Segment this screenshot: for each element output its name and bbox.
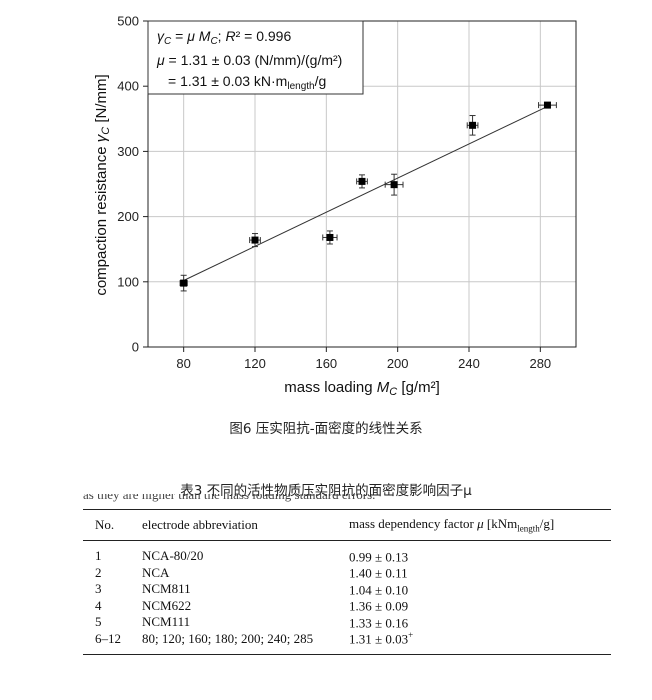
legend-box: γC = μ MC; R² = 0.996 μ = 1.31 ± 0.03 (N… [147,20,364,95]
legend-frame [147,20,364,95]
fit-line [183,105,548,281]
row-abbreviation: NCM622 [142,597,192,613]
table-row: 3 NCM811 1.04 ± 0.10 [83,581,611,598]
y-tick-label: 0 [132,340,139,355]
data-point [390,181,398,189]
table-row: 2 NCA 1.40 ± 0.11 [83,565,611,582]
x-axis-label: mass loading MC [g/m²] [284,379,440,398]
x-tick-label: 240 [458,356,480,371]
y-tick-label: 200 [117,209,139,224]
data-point [469,121,477,129]
x-tick-label: 120 [244,356,266,371]
x-tick-label: 280 [529,356,551,371]
data-point [251,236,259,244]
table-header: No. electrode abbreviation mass dependen… [83,510,611,540]
row-factor: 1.04 ± 0.10 [349,581,409,597]
table-row: 6–12 80; 120; 160; 180; 200; 240; 285 1.… [83,630,611,648]
row-abbreviation: NCA [142,564,170,580]
row-abbreviation: NCM811 [142,581,191,597]
row-no: 2 [95,564,102,580]
compaction-resistance-chart: 80 120 160 200 240 280 0 100 200 300 400 500 γC = μ… [93,14,577,398]
bottom-rule [83,654,611,655]
header-factor: mass dependency factor μ [kNmlength/g] [349,516,555,534]
figure-caption: 图6 压实阻抗-面密度的线性关系 [229,421,423,437]
row-no: 1 [95,548,102,564]
row-factor: 1.36 ± 0.09 [349,598,409,614]
data-points [179,101,557,292]
row-factor: 1.40 ± 0.11 [349,565,408,581]
row-abbreviation: 80; 120; 160; 180; 200; 240; 285 [142,630,314,646]
header-abbreviation: electrode abbreviation [142,517,258,532]
clipped-text: as they are higher than the mass loading… [83,494,376,502]
y-tick-label: 300 [117,144,139,159]
row-no: 3 [95,581,102,597]
row-no: 4 [95,597,102,613]
y-tick-label: 500 [117,14,139,29]
data-point [358,177,366,185]
x-tick-label: 80 [176,356,190,371]
table-caption: 表3 不同的活性物质压实阻抗的面密度影响因子μ [180,483,472,499]
y-tick-label: 400 [117,79,139,94]
y-axis-label: compaction resistance γC [N/mm] [93,74,112,295]
legend-line-1: γC = μ MC; R² = 0.996 [157,28,291,47]
fit-line-group [183,105,548,281]
y-tick-label: 100 [117,274,139,289]
x-tick-label: 200 [387,356,409,371]
row-no: 6–12 [95,630,121,646]
row-factor: 1.31 ± 0.03+ [349,630,414,647]
table-row: 5 NCM111 1.33 ± 0.16 [83,614,611,631]
header-rule [83,540,611,541]
data-point [543,101,551,109]
row-factor: 1.33 ± 0.16 [349,614,409,630]
legend-line-3: = 1.31 ± 0.03 kN·mlength/g [168,73,326,92]
top-rule [83,509,611,510]
row-no: 5 [95,614,102,630]
legend-line-2: μ = 1.31 ± 0.03 (N/mm)/(g/m²) [156,52,342,68]
table-row: 4 NCM622 1.36 ± 0.09 [83,598,611,615]
data-point [326,233,334,241]
header-no: No. [95,517,115,532]
data-point [180,279,188,287]
clipped-text-line: as they are higher than the mass loading… [83,494,375,503]
row-abbreviation: NCM111 [142,614,191,630]
row-abbreviation: NCA-80/20 [142,548,204,564]
mass-dependency-table: No. electrode abbreviation mass dependen… [83,509,611,655]
axis-ticks: 80 120 160 200 240 280 0 100 200 300 400 500 [117,14,551,372]
x-tick-label: 160 [315,356,337,371]
row-factor: 0.99 ± 0.13 [349,548,409,564]
table-row: 1 NCA-80/20 0.99 ± 0.13 [83,548,611,565]
